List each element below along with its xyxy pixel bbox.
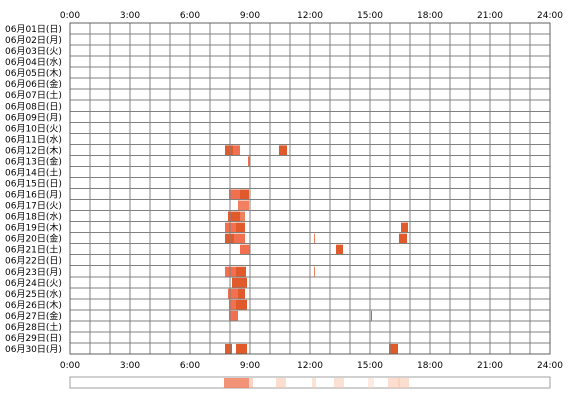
activity-bar bbox=[314, 233, 315, 244]
summary-density-segment bbox=[249, 378, 253, 388]
row-date-label: 06月26日(木) bbox=[5, 299, 62, 311]
activity-bar bbox=[371, 310, 372, 321]
x-tick-label-bottom: 9:00 bbox=[240, 361, 260, 371]
row-date-label: 06月02日(月) bbox=[5, 35, 62, 46]
row-date-label: 06月12日(木) bbox=[5, 144, 62, 156]
row-date-label: 06月09日(月) bbox=[5, 112, 62, 123]
activity-bar bbox=[238, 200, 249, 211]
x-tick-label-top: 24:00 bbox=[537, 11, 563, 21]
row-date-label: 06月11日(水) bbox=[5, 133, 62, 145]
activity-bar bbox=[232, 277, 247, 288]
row-date-label: 06月15日(日) bbox=[5, 178, 62, 189]
summary-density-segment bbox=[368, 378, 374, 388]
activity-bar bbox=[225, 343, 232, 354]
activity-bar bbox=[240, 211, 245, 222]
x-tick-label-top: 18:00 bbox=[417, 11, 443, 21]
activity-bar bbox=[399, 233, 407, 244]
summary-density-segment bbox=[334, 378, 344, 388]
row-date-label: 06月28日(土) bbox=[5, 321, 62, 333]
row-date-label: 06月21日(土) bbox=[5, 244, 62, 256]
row-date-label: 06月25日(水) bbox=[5, 288, 62, 300]
x-tick-label-bottom: 21:00 bbox=[477, 361, 503, 371]
row-date-label: 06月27日(金) bbox=[5, 310, 62, 322]
activity-bar bbox=[314, 266, 315, 277]
x-tick-label-bottom: 15:00 bbox=[357, 361, 383, 371]
plot-border bbox=[69, 22, 551, 355]
x-tick-label-bottom: 24:00 bbox=[537, 361, 563, 371]
activity-bar bbox=[238, 288, 245, 299]
x-tick-label-bottom: 0:00 bbox=[60, 361, 80, 371]
activity-bar bbox=[401, 222, 408, 233]
activity-bar bbox=[228, 288, 238, 299]
row-date-label: 06月18日(水) bbox=[5, 211, 62, 223]
x-tick-label-bottom: 6:00 bbox=[180, 361, 200, 371]
summary-density-segment bbox=[398, 378, 409, 388]
activity-bar bbox=[236, 222, 245, 233]
x-tick-label-bottom: 18:00 bbox=[417, 361, 443, 371]
activity-bar bbox=[236, 343, 247, 354]
row-date-label: 06月08日(日) bbox=[5, 101, 62, 112]
x-tick-label-top: 12:00 bbox=[297, 11, 323, 21]
activity-bar bbox=[229, 299, 236, 310]
row-date-label: 06月19日(木) bbox=[5, 222, 62, 234]
row-date-label: 06月04日(水) bbox=[5, 56, 62, 68]
summary-bar-frame bbox=[69, 376, 551, 389]
x-tick-label-top: 15:00 bbox=[357, 11, 383, 21]
row-date-label: 06月03日(火) bbox=[5, 46, 62, 57]
x-tick-label-bottom: 3:00 bbox=[120, 361, 140, 371]
activity-bar bbox=[236, 266, 246, 277]
activity-bar bbox=[236, 299, 247, 310]
row-date-label: 06月10日(火) bbox=[5, 123, 62, 134]
row-date-label: 06月01日(日) bbox=[5, 24, 62, 35]
activity-bar bbox=[389, 343, 398, 354]
row-date-label: 06月30日(月) bbox=[5, 344, 62, 355]
activity-bar bbox=[229, 189, 240, 200]
x-tick-label-top: 0:00 bbox=[60, 11, 80, 21]
activity-bar bbox=[240, 244, 250, 255]
activity-bar bbox=[240, 189, 249, 200]
activity-bar bbox=[229, 310, 238, 321]
x-tick-label-top: 6:00 bbox=[180, 11, 200, 21]
row-date-label: 06月17日(火) bbox=[5, 201, 62, 212]
summary-density-segment bbox=[224, 378, 249, 388]
activity-bar bbox=[234, 233, 245, 244]
row-date-label: 06月06日(金) bbox=[5, 78, 62, 90]
activity-bar bbox=[233, 145, 240, 156]
x-tick-label-top: 3:00 bbox=[120, 11, 140, 21]
row-date-label: 06月13日(金) bbox=[5, 155, 62, 167]
x-tick-label-top: 9:00 bbox=[240, 11, 260, 21]
row-date-label: 06月14日(土) bbox=[5, 166, 62, 178]
activity-bar bbox=[225, 145, 233, 156]
activity-bar bbox=[279, 145, 287, 156]
x-tick-label-top: 21:00 bbox=[477, 11, 503, 21]
row-date-label: 06月20日(金) bbox=[5, 233, 62, 245]
summary-density-segment bbox=[276, 378, 286, 388]
x-tick-label-bottom: 12:00 bbox=[297, 361, 323, 371]
activity-bar bbox=[228, 211, 240, 222]
row-date-label: 06月23日(月) bbox=[5, 267, 62, 278]
row-date-label: 06月07日(土) bbox=[5, 89, 62, 101]
summary-density-segment bbox=[312, 378, 316, 388]
summary-density-segment bbox=[388, 378, 400, 388]
row-date-label: 06月16日(月) bbox=[5, 190, 62, 201]
row-date-label: 06月24日(火) bbox=[5, 278, 62, 289]
activity-bar bbox=[336, 244, 343, 255]
row-date-label: 06月05日(木) bbox=[5, 67, 62, 79]
row-date-label: 06月29日(日) bbox=[5, 333, 62, 344]
activity-bar bbox=[248, 156, 250, 167]
row-date-label: 06月22日(日) bbox=[5, 256, 62, 267]
